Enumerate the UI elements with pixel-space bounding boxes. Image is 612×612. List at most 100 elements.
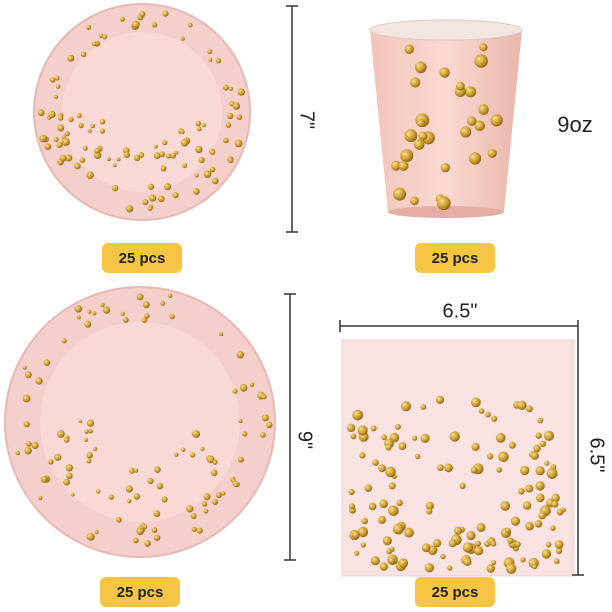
gold-dot (237, 456, 244, 463)
gold-dot (459, 482, 466, 490)
gold-dot (125, 485, 133, 493)
gold-dot (418, 131, 428, 141)
gold-dot (392, 523, 404, 535)
gold-dot (48, 110, 56, 119)
gold-dot (78, 122, 84, 129)
gold-dot (87, 129, 92, 133)
gold-dot (169, 313, 175, 320)
gold-dot (234, 104, 240, 109)
gold-dot (535, 481, 545, 491)
gold-dot (354, 550, 360, 556)
gold-dot (448, 539, 457, 548)
gold-dot (201, 123, 206, 128)
gold-dot (84, 429, 89, 434)
gold-dot (31, 441, 39, 450)
gold-dot (116, 516, 122, 523)
gold-dot (147, 206, 153, 212)
gold-dot (471, 397, 481, 408)
gold-dot (195, 145, 203, 154)
gold-dot (172, 192, 179, 199)
gold-dot (491, 415, 498, 422)
gold-dot (161, 496, 168, 503)
size-label: 6.5" (586, 438, 608, 473)
gold-dot (116, 157, 121, 162)
gold-dot (67, 54, 75, 62)
gold-dot (242, 431, 248, 437)
gold-dot (398, 558, 409, 568)
gold-dot (71, 492, 75, 497)
gold-dot (510, 516, 521, 526)
gold-dot (133, 537, 139, 544)
gold-dot (545, 541, 552, 548)
gold-dot (22, 365, 27, 370)
gold-dot (348, 488, 355, 496)
gold-dot (447, 565, 453, 571)
gold-dot (266, 421, 273, 429)
gold-dot (359, 452, 366, 459)
gold-dot (357, 526, 369, 538)
gold-dot (388, 505, 399, 517)
gold-dot (83, 145, 88, 151)
gold-dot (166, 153, 172, 159)
gold-dot (156, 483, 164, 490)
gold-dot (456, 81, 465, 91)
gold-dot (505, 527, 511, 534)
gold-dot (535, 432, 542, 439)
gold-dot (141, 317, 148, 323)
gold-dot (144, 313, 150, 319)
gold-dot (40, 475, 48, 483)
gold-dot (385, 444, 392, 451)
gold-dot (237, 88, 245, 96)
cup (369, 19, 523, 218)
gold-dot (454, 526, 462, 535)
gold-dot (471, 442, 480, 451)
gold-dot (239, 384, 248, 392)
gold-dot (420, 433, 430, 443)
gold-dot (151, 22, 158, 28)
gold-dot (400, 401, 412, 412)
gold-dot (76, 315, 81, 320)
gold-dot (232, 388, 238, 394)
gold-dot (43, 359, 51, 367)
gold-dot (349, 503, 355, 510)
gold-dot (556, 508, 564, 516)
gold-dot (147, 183, 155, 190)
gold-dot (53, 137, 59, 142)
gold-dot (86, 171, 94, 179)
gold-dot (535, 466, 545, 476)
gold-dot (236, 114, 243, 121)
gold-dot (425, 501, 434, 510)
gold-dot (61, 338, 67, 344)
gold-dot (433, 539, 442, 548)
gold-dot (474, 546, 484, 556)
gold-dot (210, 469, 218, 477)
gold-dot (478, 408, 485, 414)
gold-dot (410, 77, 421, 88)
gold-dot (474, 120, 486, 132)
gold-dot (476, 523, 486, 532)
size-label: 7" (296, 111, 318, 129)
gold-dot (180, 139, 189, 147)
gold-dot (63, 478, 70, 486)
gold-dot (122, 317, 129, 323)
gold-dot (534, 520, 543, 528)
gold-dot (203, 508, 209, 514)
gold-dot (261, 394, 267, 400)
size-label: 9oz (557, 112, 592, 137)
gold-dot (470, 466, 478, 474)
gold-dot (186, 505, 194, 513)
gold-dot (160, 165, 167, 172)
gold-dot (22, 394, 31, 403)
gold-dot (379, 499, 388, 509)
gold-dot (66, 472, 73, 480)
gold-dot (424, 563, 434, 573)
gold-dot (398, 161, 409, 171)
gold-dot (55, 84, 61, 89)
gold-dot (111, 184, 119, 192)
gold-dot (160, 301, 166, 306)
gold-dot (157, 195, 165, 203)
gold-dot (517, 400, 527, 410)
gold-dot (212, 177, 219, 185)
gold-dot (381, 434, 387, 441)
gold-dot (191, 526, 197, 532)
